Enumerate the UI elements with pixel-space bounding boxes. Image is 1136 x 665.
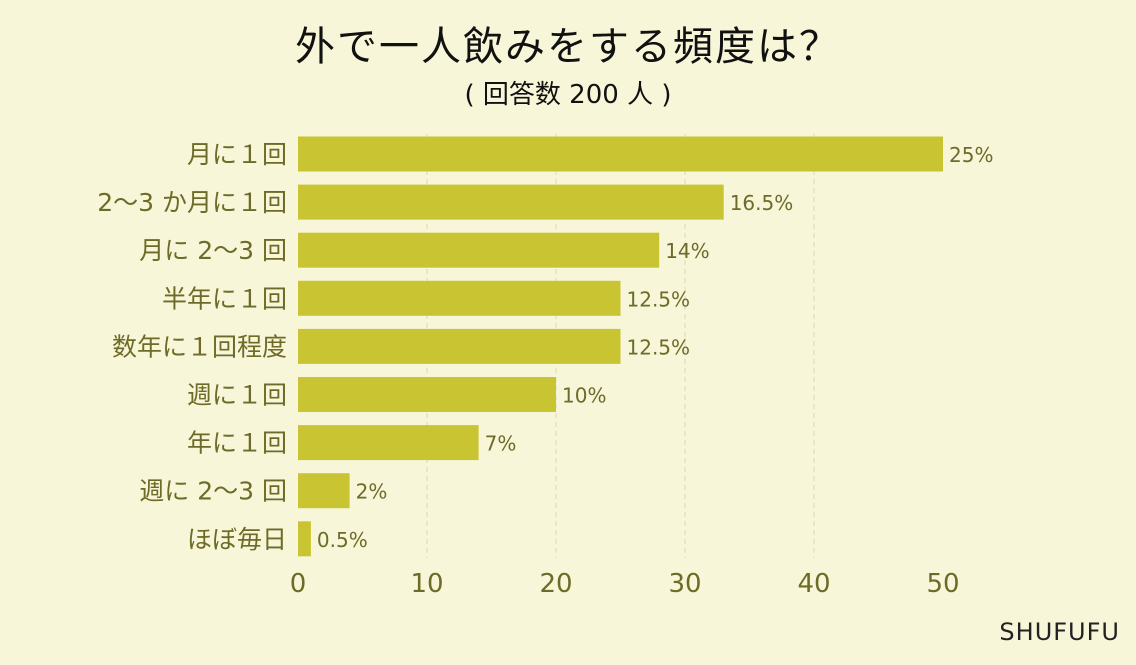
bar: [298, 377, 556, 412]
chart-subtitle: ( 回答数 200 人 ): [464, 80, 672, 110]
bar: [298, 328, 621, 364]
bar: [298, 280, 621, 316]
x-tick-label: 30: [668, 569, 701, 599]
bar: [298, 136, 943, 172]
bar: [298, 232, 660, 268]
x-tick-label: 40: [797, 569, 830, 599]
category-label: 年に１回: [187, 429, 287, 458]
data-label: 12.5%: [627, 287, 691, 311]
bar: [298, 184, 724, 220]
category-label: 月に１回: [187, 140, 287, 169]
category-label: 週に１回: [187, 381, 287, 410]
x-tick-label: 10: [410, 569, 443, 599]
x-tick-label: 0: [290, 569, 307, 599]
category-label: 半年に１回: [162, 284, 287, 313]
data-label: 12.5%: [627, 335, 691, 359]
data-label: 10%: [562, 384, 606, 408]
brand-footer: SHUFUFU: [999, 618, 1120, 646]
category-label: 週に 2～3 回: [139, 477, 287, 506]
x-tick-label: 20: [539, 569, 572, 599]
bar: [298, 521, 311, 557]
category-label: 月に 2～3 回: [139, 236, 287, 265]
x-tick-label: 50: [926, 569, 959, 599]
bar: [298, 473, 350, 509]
data-label: 0.5%: [317, 528, 368, 552]
data-label: 14%: [665, 239, 709, 263]
data-label: 2%: [356, 480, 388, 504]
data-label: 7%: [485, 432, 517, 456]
bar: [298, 425, 479, 461]
chart-title: 外で一人飲みをする頻度は？: [295, 24, 841, 70]
category-label: ほぼ毎日: [187, 525, 287, 554]
data-label: 16.5%: [730, 191, 794, 215]
category-label: 2～3 か月に１回: [97, 188, 287, 217]
data-label: 25%: [949, 143, 993, 167]
category-label: 数年に１回程度: [112, 332, 287, 361]
